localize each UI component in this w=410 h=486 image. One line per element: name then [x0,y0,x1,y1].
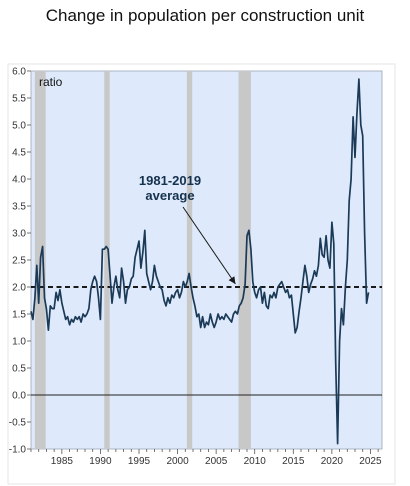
recession-band [104,71,110,449]
y-tick-label: 1.5 [12,310,26,321]
y-tick-label: 0.5 [12,364,26,375]
x-tick-label: 2015 [282,456,305,467]
y-tick-label: -0.5 [9,418,27,429]
average-arrow [182,206,236,285]
x-axis: 1985 1990 1995 2000 2005 2010 2015 2020 2025 [30,449,382,467]
y-tick-label: 3.5 [12,202,26,213]
average-label-line1: 1981-2019 [139,173,201,188]
x-tick-label: 2020 [321,456,344,467]
y-tick-label: 6.0 [12,67,26,78]
y-tick-label: 4.5 [12,148,26,159]
chart-title: Change in population per construction un… [45,6,365,25]
y-tick-label: 5.0 [12,121,26,132]
recession-band [238,71,251,449]
y-tick-label: 2.5 [12,256,26,267]
series-line [30,78,370,445]
y-tick-label: 5.5 [12,94,26,105]
y-tick-label: -1.0 [9,445,27,456]
x-tick-label: 1985 [51,456,74,467]
recession-band [186,71,193,449]
x-tick-label: 1990 [89,456,112,467]
x-tick-label: 2005 [205,456,228,467]
y-axis: -1.0 -0.5 0.0 0.5 1.0 1.5 2.0 2.5 3.0 3.5 4.0 4.5 5.… [9,67,31,456]
y-tick-label: 0.0 [12,391,26,402]
y-tick-label: 3.0 [12,229,26,240]
x-tick-label: 2010 [244,456,267,467]
annotation: 1981-2019 average [139,173,236,285]
x-tick-label: 2025 [359,456,382,467]
y-axis-label: ratio [39,75,63,89]
y-tick-label: 2.0 [12,283,26,294]
average-label-line2: average [145,188,194,203]
x-tick-label: 1995 [128,456,151,467]
average-arrowhead [228,276,236,284]
y-tick-label: 4.0 [12,175,26,186]
x-tick-label: 2000 [166,456,189,467]
plot-area [30,70,383,450]
y-tick-label: 1.0 [12,337,26,348]
